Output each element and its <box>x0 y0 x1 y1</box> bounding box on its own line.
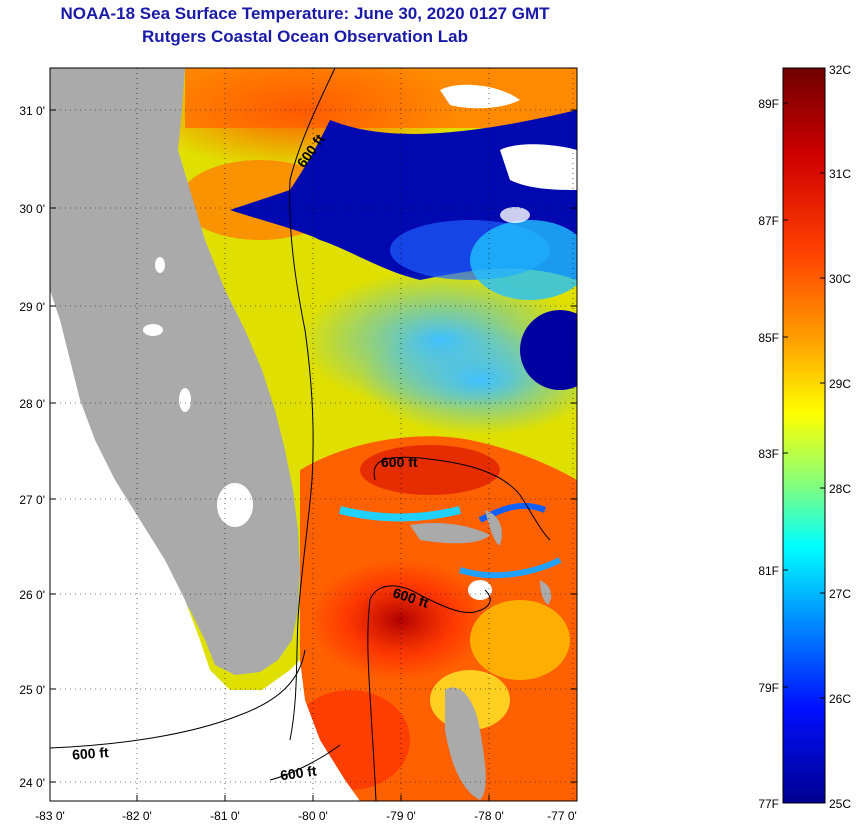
bahamas-grand-bahama <box>410 523 490 544</box>
isobath-contours <box>49 67 551 802</box>
fahrenheit-label: 87F <box>758 214 779 228</box>
celsius-label: 29C <box>829 377 851 391</box>
axis-ticks <box>50 109 577 801</box>
contour-label: 600 ft <box>279 762 318 783</box>
colorbar-gradient <box>782 67 826 804</box>
fahrenheit-label: 89F <box>758 97 779 111</box>
celsius-label: 27C <box>829 587 851 601</box>
lat-label: 26 0' <box>19 588 45 602</box>
lon-label: -79 0' <box>386 809 416 823</box>
fahrenheit-label: 79F <box>758 681 779 695</box>
fahrenheit-label: 83F <box>758 447 779 461</box>
lat-label: 25 0' <box>19 683 45 697</box>
celsius-label: 31C <box>829 167 851 181</box>
lon-label: -78 0' <box>474 809 504 823</box>
lat-label: 28 0' <box>19 397 45 411</box>
fahrenheit-label: 77F <box>758 797 779 811</box>
lat-label: 24 0' <box>19 776 45 790</box>
lon-label: -82 0' <box>122 809 152 823</box>
lon-label: -80 0' <box>298 809 328 823</box>
lat-label: 30 0' <box>19 202 45 216</box>
lon-label: -81 0' <box>210 809 240 823</box>
bahamas-andros <box>445 687 486 800</box>
contour-label: 600 ft <box>381 454 418 470</box>
map-title: NOAA-18 Sea Surface Temperature: June 30… <box>60 4 550 23</box>
lat-label: 31 0' <box>19 104 45 118</box>
lat-label: 27 0' <box>19 493 45 507</box>
fahrenheit-label: 85F <box>758 331 779 345</box>
celsius-label: 30C <box>829 272 851 286</box>
contour-label: 600 ft <box>72 744 110 763</box>
celsius-label: 25C <box>829 797 851 811</box>
lon-label: -83 0' <box>35 809 65 823</box>
sst-field <box>50 68 577 801</box>
celsius-label: 32C <box>829 63 851 77</box>
celsius-label: 26C <box>829 692 851 706</box>
lat-label: 29 0' <box>19 300 45 314</box>
temperature-colorbar: 32C 31C 30C 29C 28C 27C 26C 25C 89F 87F … <box>758 63 851 811</box>
fahrenheit-label: 81F <box>758 564 779 578</box>
map-subtitle: Rutgers Coastal Ocean Observation Lab <box>142 27 468 46</box>
lon-label: -77 0' <box>547 809 577 823</box>
celsius-label: 28C <box>829 482 851 496</box>
lake-okeechobee <box>217 483 253 527</box>
cloud-patch <box>500 144 577 190</box>
